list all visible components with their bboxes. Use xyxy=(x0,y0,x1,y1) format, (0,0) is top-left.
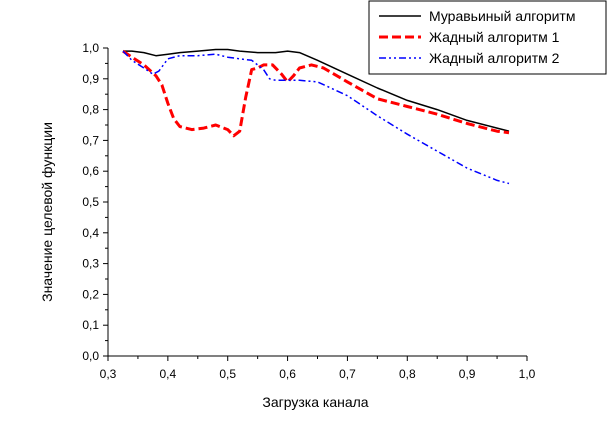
y-tick-label: 0,6 xyxy=(82,164,99,178)
y-ticks: 0,0 0,1 0,2 0,3 0,4 0,5 0,6 0,7 0,8 0,9 1,0 xyxy=(82,41,108,363)
y-tick-label: 0,8 xyxy=(82,103,99,117)
legend-label-2: Жадный алгоритм 1 xyxy=(429,29,560,45)
y-tick-label: 0,2 xyxy=(82,287,99,301)
x-axis-label: Загрузка канала xyxy=(262,394,368,410)
x-tick-label: 0,7 xyxy=(339,367,356,381)
x-tick-label: 0,3 xyxy=(100,367,117,381)
series-lines xyxy=(122,48,510,185)
y-tick-label: 0,9 xyxy=(82,72,99,86)
x-ticks: 0,3 0,4 0,5 0,6 0,7 0,8 0,9 1,0 xyxy=(100,356,536,381)
series-line-1 xyxy=(123,48,510,132)
x-tick-label: 1,0 xyxy=(519,367,536,381)
legend: Муравьиный алгоритм Жадный алгоритм 1 Жадн… xyxy=(368,0,607,75)
x-tick-label: 0,5 xyxy=(219,367,236,381)
x-tick-label: 0,8 xyxy=(399,367,416,381)
y-tick-label: 0,7 xyxy=(82,133,99,147)
y-tick-label: 0,3 xyxy=(82,257,99,271)
x-tick-label: 0,6 xyxy=(279,367,296,381)
legend-label-3: Жадный алгоритм 2 xyxy=(429,50,560,66)
legend-label-1: Муравьиный алгоритм xyxy=(429,8,575,24)
x-tick-label: 0,9 xyxy=(459,367,476,381)
y-tick-label: 0,5 xyxy=(82,195,99,209)
y-axis-label: Значение целевой функции xyxy=(39,122,55,302)
y-tick-label: 1,0 xyxy=(82,41,99,55)
series-line-3 xyxy=(122,50,510,185)
y-tick-label: 0,1 xyxy=(82,318,99,332)
y-tick-label: 0,4 xyxy=(82,226,99,240)
series-line-2 xyxy=(122,49,510,138)
axes xyxy=(107,48,527,357)
y-tick-label: 0,0 xyxy=(82,349,99,363)
x-tick-label: 0,4 xyxy=(160,367,177,381)
